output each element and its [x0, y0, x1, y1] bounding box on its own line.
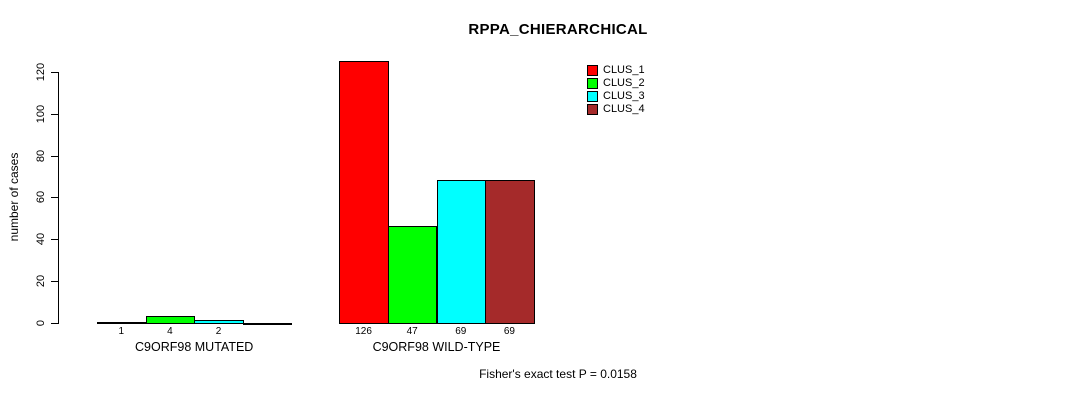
legend-item: CLUS_2 [587, 78, 645, 89]
legend-label: CLUS_2 [603, 77, 645, 89]
y-tick-mark [51, 322, 59, 324]
y-tick-mark [51, 155, 59, 157]
legend-swatch-icon [587, 78, 598, 89]
bar-value-label: 47 [406, 326, 418, 337]
legend-label: CLUS_4 [603, 103, 645, 115]
legend-swatch-icon [587, 65, 598, 76]
y-tick-mark [51, 72, 59, 73]
y-tick-label: 0 [35, 319, 47, 326]
y-tick-label: 120 [35, 62, 47, 82]
y-tick-mark [51, 239, 59, 240]
y-tick-mark [51, 280, 59, 282]
y-axis-label: number of cases [7, 152, 21, 242]
legend-item: CLUS_4 [587, 104, 645, 115]
y-tick-mark [51, 197, 59, 199]
legend-item: CLUS_3 [587, 91, 645, 102]
fisher-test-note: Fisher's exact test P = 0.0158 [479, 367, 637, 381]
bar-clus_4 [485, 179, 535, 324]
y-tick-label: 40 [35, 232, 47, 246]
bar-clus_2 [145, 315, 196, 324]
legend-item: CLUS_1 [587, 65, 645, 76]
y-tick-label: 100 [35, 104, 47, 123]
legend: CLUS_1 CLUS_2 CLUS_3 CLUS_4 [587, 65, 645, 117]
chart-title: RPPA_CHIERARCHICAL [468, 21, 648, 38]
bar-clus_2 [387, 225, 438, 324]
legend-swatch-icon [587, 91, 598, 102]
bar-value-label: 2 [215, 326, 222, 337]
bar-clus_3 [436, 179, 487, 324]
bar-value-label: 126 [355, 326, 372, 337]
bar-value-label: 69 [455, 326, 467, 337]
bar-clus_4 [242, 322, 293, 325]
legend-swatch-icon [587, 104, 598, 115]
bar-value-label: 1 [118, 326, 125, 337]
group-label: C9ORF98 WILD-TYPE [372, 340, 501, 354]
bar-clus_1 [97, 321, 147, 324]
y-tick-label: 80 [35, 149, 47, 162]
bar-value-label: 69 [503, 326, 515, 337]
legend-label: CLUS_3 [603, 90, 645, 102]
bar-clus_3 [194, 319, 244, 324]
group-label: C9ORF98 MUTATED [135, 340, 254, 354]
y-tick-label: 20 [35, 274, 47, 287]
y-tick-mark [51, 113, 59, 115]
bar-value-label: 4 [167, 326, 173, 337]
y-tick-label: 60 [35, 191, 47, 204]
bar-clus_1 [339, 60, 389, 324]
legend-label: CLUS_1 [603, 64, 645, 76]
